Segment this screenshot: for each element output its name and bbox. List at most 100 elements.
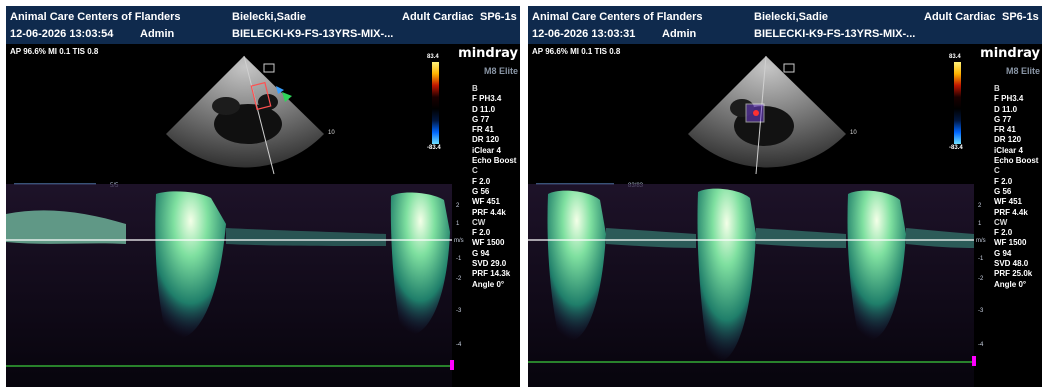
param-0: B	[472, 84, 478, 93]
param-4: FR 41	[472, 125, 494, 135]
param-15: WF 1500	[994, 238, 1027, 248]
color-scale-bottom: -83.4	[427, 145, 441, 151]
color-velocity-scale	[432, 62, 439, 144]
patient-header: Animal Care Centers of Flanders Bielecki…	[528, 6, 1042, 44]
axis-tick: -4	[456, 342, 462, 348]
param-5: DR 120	[472, 135, 500, 145]
doppler-envelope	[155, 191, 226, 339]
imaging-parameters: B F PH3.4 D 11.0 G 77 FR 41 DR 120 iClea…	[472, 84, 520, 290]
axis-unit: m/s	[454, 238, 464, 244]
patient-header: Animal Care Centers of Flanders Bielecki…	[6, 6, 520, 44]
brand-logo: mindray	[458, 46, 518, 61]
param-16: G 94	[472, 248, 490, 258]
axis-tick: -1	[978, 256, 984, 262]
color-velocity-scale	[954, 62, 961, 144]
param-13: CW	[472, 217, 486, 227]
param-14: F 2.0	[472, 228, 491, 238]
brand-logo: mindray	[980, 46, 1040, 61]
color-box	[250, 81, 272, 111]
param-16: G 94	[994, 248, 1012, 258]
param-8: C	[994, 166, 1000, 176]
cw-doppler-spectrum: 2 1 m/s -1 -2 -3 -4	[528, 184, 986, 387]
exam-type: Adult Cardiac	[924, 11, 996, 23]
patient-id: BIELECKI-K9-FS-13YRS-MIX-...	[232, 28, 394, 40]
probe-name: SP6-1s	[1002, 11, 1039, 23]
clinic-name: Animal Care Centers of Flanders	[532, 11, 703, 23]
color-scale-top: 83.4	[427, 54, 439, 60]
ecg-marker	[450, 360, 454, 370]
axis-tick: -3	[456, 308, 462, 314]
scale-box-icon	[783, 63, 795, 73]
patient-name: Bielecki,Sadie	[754, 11, 828, 23]
doppler-envelope	[697, 188, 756, 362]
axis-tick: -1	[456, 256, 462, 262]
exam-datetime: 12-06-2026 13:03:31	[532, 28, 636, 40]
param-18: PRF 14.3k	[472, 269, 511, 279]
param-1: F PH3.4	[472, 94, 502, 104]
axis-tick: -4	[978, 342, 984, 348]
patient-id: BIELECKI-K9-FS-13YRS-MIX-...	[754, 28, 916, 40]
device-model: M8 Elite	[483, 66, 518, 76]
param-14: F 2.0	[994, 228, 1013, 238]
color-scale-bottom: -83.4	[949, 145, 963, 151]
axis-tick: -3	[978, 308, 984, 314]
param-9: F 2.0	[994, 176, 1013, 186]
acoustic-output: AP 96.6% MI 0.1 TIS 0.8	[532, 47, 621, 56]
depth-mark: 10	[850, 130, 857, 136]
operator-name: Admin	[662, 28, 697, 40]
velocity-axis: 2 1 m/s -1 -2 -3 -4	[454, 203, 464, 348]
axis-unit: m/s	[976, 238, 986, 244]
scale-box-icon	[263, 63, 275, 73]
axis-tick: -2	[978, 276, 984, 282]
param-10: G 56	[994, 186, 1012, 196]
param-3: G 77	[472, 114, 490, 124]
cw-doppler-spectrum: 2 1 m/s -1 -2 -3 -4	[6, 184, 464, 387]
param-12: PRF 4.4k	[472, 207, 506, 217]
param-19: Angle 0°	[994, 279, 1027, 289]
param-4: FR 41	[994, 125, 1016, 135]
param-19: Angle 0°	[472, 279, 505, 289]
doppler-envelope	[6, 210, 126, 244]
exam-type: Adult Cardiac	[402, 11, 474, 23]
param-10: G 56	[472, 186, 490, 196]
param-12: PRF 4.4k	[994, 207, 1028, 217]
clinic-name: Animal Care Centers of Flanders	[10, 11, 181, 23]
ultrasound-panel-left: Animal Care Centers of Flanders Bielecki…	[6, 6, 520, 387]
param-5: DR 120	[994, 135, 1022, 145]
param-18: PRF 25.0k	[994, 269, 1033, 279]
param-0: B	[994, 84, 1000, 93]
param-2: D 11.0	[994, 104, 1018, 114]
param-11: WF 451	[994, 197, 1023, 207]
device-model: M8 Elite	[1005, 66, 1040, 76]
param-7: Echo Boost	[472, 156, 517, 166]
axis-tick: 1	[978, 221, 982, 227]
axis-tick: 2	[456, 203, 460, 209]
param-6: iClear 4	[472, 145, 501, 155]
orientation-marker-icon	[282, 92, 292, 102]
param-7: Echo Boost	[994, 156, 1039, 166]
param-15: WF 1500	[472, 238, 505, 248]
doppler-envelope	[547, 190, 606, 341]
exam-datetime: 12-06-2026 13:03:54	[10, 28, 114, 40]
param-3: G 77	[994, 114, 1012, 124]
probe-name: SP6-1s	[480, 11, 517, 23]
axis-tick: -2	[456, 276, 462, 282]
ultrasound-panel-right: Animal Care Centers of Flanders Bielecki…	[528, 6, 1042, 387]
param-8: C	[472, 166, 478, 176]
ecg-marker	[972, 356, 976, 366]
param-17: SVD 29.0	[472, 259, 507, 269]
param-17: SVD 48.0	[994, 259, 1029, 269]
velocity-axis: 2 1 m/s -1 -2 -3 -4	[976, 203, 986, 348]
param-2: D 11.0	[472, 104, 496, 114]
param-11: WF 451	[472, 197, 501, 207]
axis-tick: 2	[978, 203, 982, 209]
axis-tick: 1	[456, 221, 460, 227]
operator-name: Admin	[140, 28, 175, 40]
param-1: F PH3.4	[994, 94, 1024, 104]
acoustic-output: AP 96.6% MI 0.1 TIS 0.8	[10, 47, 99, 56]
cw-cursor-line	[243, 55, 275, 175]
doppler-envelope	[847, 190, 906, 341]
patient-name: Bielecki,Sadie	[232, 11, 306, 23]
param-6: iClear 4	[994, 145, 1023, 155]
param-9: F 2.0	[472, 176, 491, 186]
